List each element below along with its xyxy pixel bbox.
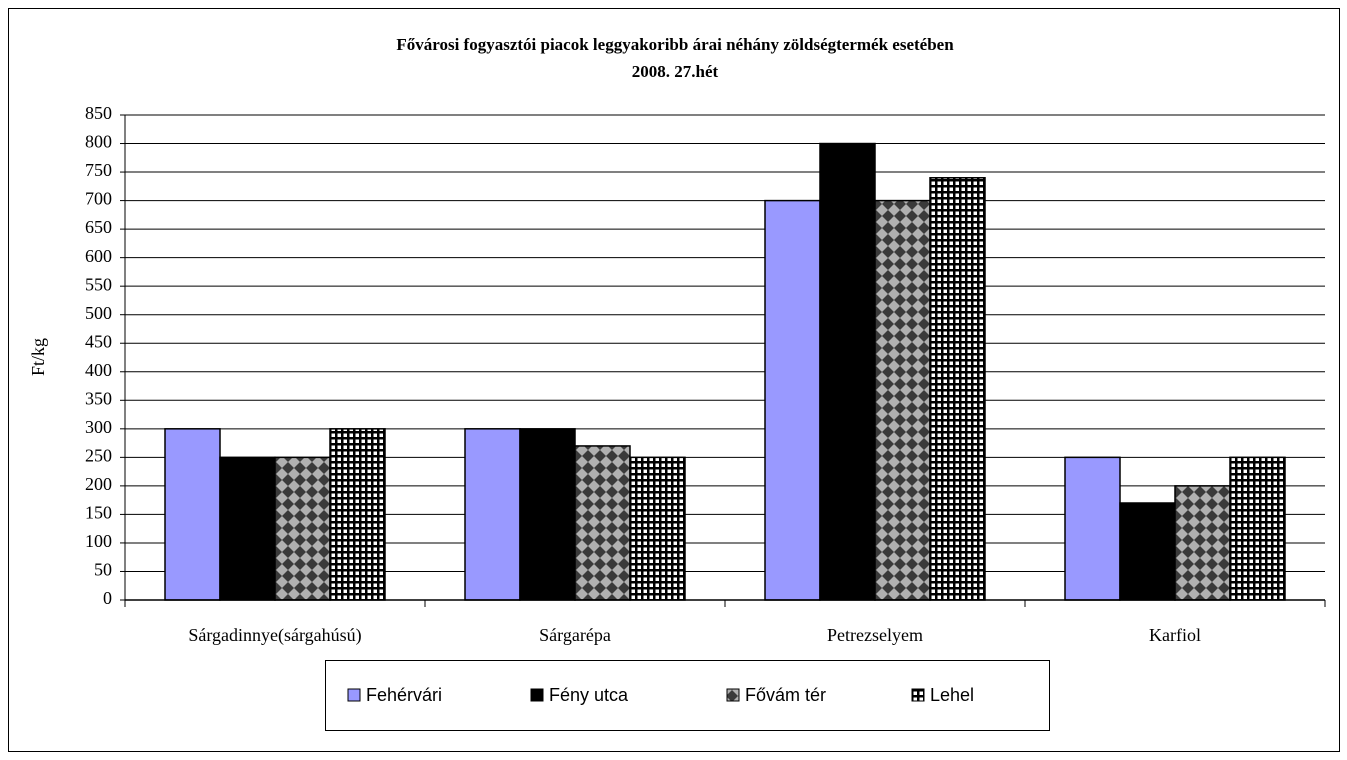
bar — [1229, 456, 1286, 601]
y-tick-label: 750 — [85, 160, 112, 180]
y-tick-label: 500 — [85, 303, 112, 323]
y-tick-label: 450 — [85, 331, 112, 351]
bar — [329, 428, 386, 601]
bar — [464, 428, 521, 601]
legend-label: Fehérvári — [366, 685, 442, 705]
y-tick-label: 350 — [85, 388, 112, 408]
y-tick-label: 300 — [85, 417, 112, 437]
x-tick-label: Sárgadinnye(sárgahúsú) — [188, 625, 361, 646]
bar — [764, 199, 821, 601]
bar — [819, 142, 876, 601]
y-tick-label: 50 — [94, 560, 112, 580]
x-tick-label: Sárgarépa — [539, 625, 611, 645]
legend-label: Fény utca — [549, 685, 629, 705]
y-tick-label: 850 — [85, 103, 112, 123]
chart-title: Fővárosi fogyasztói piacok leggyakoribb … — [396, 35, 954, 54]
bar — [574, 445, 631, 601]
y-tick-label: 250 — [85, 445, 112, 465]
chart-subtitle: 2008. 27.hét — [632, 62, 719, 81]
y-tick-label: 400 — [85, 360, 112, 380]
bar — [519, 428, 576, 601]
y-tick-label: 700 — [85, 189, 112, 209]
bar — [929, 177, 986, 601]
bar — [164, 428, 221, 601]
legend-label: Fővám tér — [745, 685, 826, 705]
bar — [219, 456, 276, 601]
y-tick-label: 600 — [85, 246, 112, 266]
legend-swatch — [911, 688, 925, 702]
x-tick-label: Petrezselyem — [827, 625, 923, 645]
y-tick-label: 200 — [85, 474, 112, 494]
bar — [1174, 485, 1231, 601]
bar — [274, 456, 331, 601]
y-tick-label: 100 — [85, 531, 112, 551]
legend-box — [325, 660, 1050, 731]
legend-swatch — [530, 688, 544, 702]
y-tick-label: 550 — [85, 274, 112, 294]
legend-label: Lehel — [930, 685, 974, 705]
legend-swatch — [726, 688, 740, 702]
y-tick-label: 0 — [103, 588, 112, 608]
chart-border — [8, 8, 1340, 752]
y-tick-label: 150 — [85, 503, 112, 523]
bar — [1064, 456, 1121, 601]
bar — [874, 199, 931, 601]
bar — [629, 456, 686, 601]
y-tick-label: 650 — [85, 217, 112, 237]
legend-swatch — [347, 688, 361, 702]
y-axis-label: Ft/kg — [28, 338, 48, 376]
x-tick-label: Karfiol — [1149, 625, 1201, 645]
bar — [1119, 502, 1176, 601]
y-tick-label: 800 — [85, 132, 112, 152]
